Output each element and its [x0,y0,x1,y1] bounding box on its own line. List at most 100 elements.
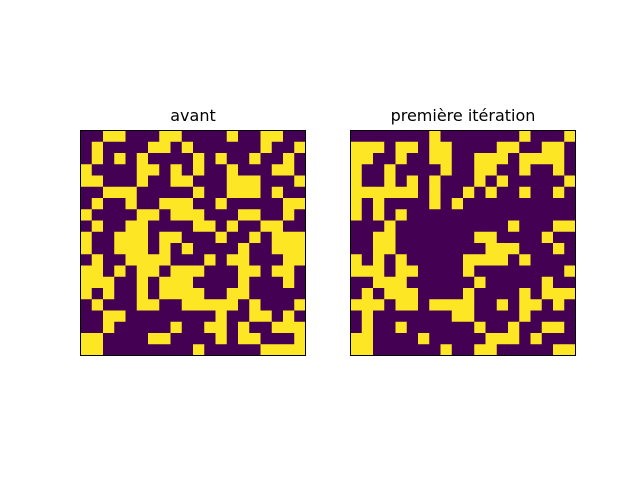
heatmap-cell [350,198,363,210]
heatmap-cell [463,310,475,323]
heatmap-cell [260,333,273,345]
heatmap-cell [553,164,565,176]
heatmap-cell [361,209,374,221]
heatmap-cell [204,153,216,165]
heatmap-cell [519,243,531,255]
heatmap-cell [384,321,396,334]
heatmap-cell [249,265,261,278]
heatmap-cell [361,220,374,233]
heatmap-cell [238,153,250,165]
heatmap-cell [496,164,509,176]
heatmap-cell [271,265,284,278]
heatmap-cell [226,321,239,334]
heatmap-cell [350,186,363,199]
heatmap-cell [451,153,464,165]
heatmap-cell [508,164,520,176]
heatmap-cell [418,130,430,143]
heatmap-cell [451,254,464,266]
heatmap-cell [496,310,509,323]
heatmap-cell [249,198,261,210]
heatmap-cell [283,344,295,356]
heatmap-cell [91,310,104,323]
heatmap-cell [553,141,565,154]
heatmap-cell [136,164,149,176]
heatmap-cell [496,243,509,255]
heatmap-cell [103,333,115,345]
heatmap-cell [181,130,194,143]
heatmap-cell [451,265,464,278]
heatmap-cell [429,299,441,311]
heatmap-cell [148,254,160,266]
heatmap-cell [384,130,396,143]
heatmap-cell [181,209,194,221]
heatmap-cell [294,198,306,210]
heatmap-cell [485,344,498,356]
heatmap-cell [159,299,171,311]
heatmap-cell [238,310,250,323]
heatmap-cell [260,209,273,221]
heatmap-cell [271,231,284,244]
heatmap-cell [238,321,250,334]
heatmap-cell [260,141,273,154]
heatmap-cell [541,209,554,221]
heatmap-cell [463,254,475,266]
heatmap-cell [125,186,138,199]
heatmap-cell [373,333,385,345]
heatmap-cell [541,220,554,233]
heatmap-cell [406,220,419,233]
heatmap-cell [103,299,115,311]
heatmap-cell [350,276,363,289]
heatmap-cell [215,164,228,176]
heatmap-cell [384,153,396,165]
heatmap-cell [496,231,509,244]
heatmap-cell [170,186,183,199]
heatmap-cell [283,265,295,278]
heatmap-cell [519,231,531,244]
heatmap-cell [395,198,408,210]
heatmap-cell [564,175,576,188]
heatmap-cell [249,231,261,244]
heatmap-cell [496,344,509,356]
heatmap-cell [384,220,396,233]
heatmap-cell [114,299,126,311]
heatmap-cell [103,130,115,143]
heatmap-cell [485,299,498,311]
heatmap-cell [530,220,543,233]
heatmap-cell [463,288,475,300]
heatmap-cell [215,265,228,278]
heatmap-cell [294,186,306,199]
heatmap-cell [170,333,183,345]
heatmap-cell [215,153,228,165]
heatmap-cell [159,333,171,345]
heatmap-cell [136,153,149,165]
heatmap-cell [384,299,396,311]
heatmap-cell [181,141,194,154]
heatmap-cell [91,198,104,210]
heatmap-cell [440,220,453,233]
heatmap-cell [204,276,216,289]
heatmap-cell [181,243,194,255]
heatmap-cell [80,231,93,244]
heatmap-cell [564,164,576,176]
heatmap-cell [215,231,228,244]
heatmap-cell [463,333,475,345]
heatmap-cell [508,220,520,233]
heatmap-cell [238,198,250,210]
heatmap-cell [564,186,576,199]
heatmap-cell [80,209,93,221]
heatmap-cell [496,254,509,266]
heatmap-cell [463,141,475,154]
heatmap-cell [553,344,565,356]
heatmap-cell [350,209,363,221]
heatmap-cells-premiere-iteration [350,130,576,356]
heatmap-cell [384,243,396,255]
heatmap-cell [125,243,138,255]
heatmap-cell [485,153,498,165]
heatmap-cell [564,265,576,278]
heatmap-cell [541,231,554,244]
heatmap-cell [496,288,509,300]
heatmap-cell [260,220,273,233]
heatmap-cell [80,254,93,266]
heatmap-cell [485,130,498,143]
heatmap-cell [283,321,295,334]
